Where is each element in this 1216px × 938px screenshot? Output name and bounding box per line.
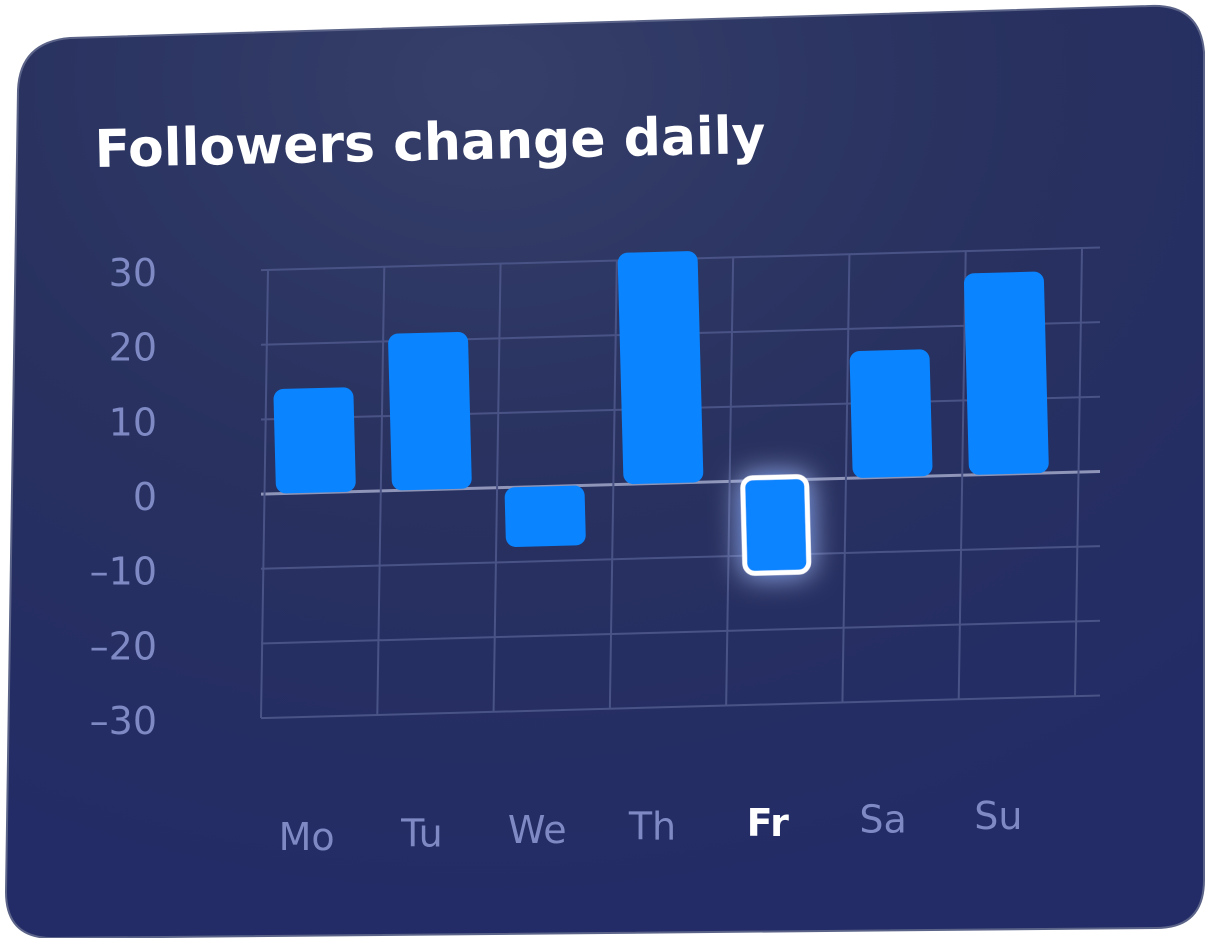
grid-line-vertical xyxy=(957,251,967,700)
y-tick-label: –20 xyxy=(90,624,157,668)
bar-highlighted[interactable] xyxy=(740,474,812,576)
bar[interactable] xyxy=(388,331,472,491)
grid-line-horizontal xyxy=(260,694,1101,720)
grid-line-vertical xyxy=(260,269,269,719)
y-tick-label: –10 xyxy=(90,550,157,594)
y-tick-label: 20 xyxy=(109,326,157,370)
bar[interactable] xyxy=(504,485,586,547)
grid-line-vertical xyxy=(1074,248,1083,697)
chart-title: Followers change daily xyxy=(94,106,766,180)
y-axis-ticks: 30 20 10 0 –10 –20 –30 xyxy=(90,251,157,743)
grid-line-vertical xyxy=(608,260,618,709)
grid-line-vertical xyxy=(841,254,851,703)
x-tick-label-sa: Sa xyxy=(859,798,906,842)
card-background xyxy=(4,4,1205,938)
x-tick-label-th: Th xyxy=(628,805,676,849)
bar[interactable] xyxy=(963,271,1049,475)
x-tick-label-we: We xyxy=(508,808,567,852)
grid-line-vertical xyxy=(725,257,735,706)
x-tick-label-tu: Tu xyxy=(400,812,443,856)
x-tick-label-mo: Mo xyxy=(279,815,335,859)
y-tick-label: –30 xyxy=(90,699,157,743)
grid xyxy=(260,246,1101,720)
bar[interactable] xyxy=(273,387,356,494)
x-axis-labels: Mo Tu We Th Fr Sa Su xyxy=(279,794,1023,859)
bar[interactable] xyxy=(617,251,704,485)
bar[interactable] xyxy=(849,349,933,478)
y-tick-label: 10 xyxy=(109,400,157,444)
grid-line-vertical xyxy=(376,266,386,715)
y-tick-label: 0 xyxy=(133,475,157,519)
x-tick-label-su: Su xyxy=(974,794,1022,838)
y-tick-label: 30 xyxy=(109,251,157,295)
grid-line-vertical xyxy=(492,263,502,712)
x-tick-label-fr: Fr xyxy=(747,801,790,845)
bars xyxy=(273,251,1049,576)
